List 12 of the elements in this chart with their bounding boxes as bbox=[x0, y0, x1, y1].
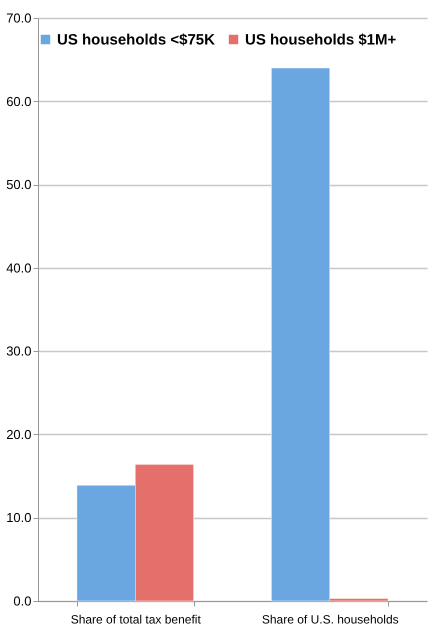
y-tick-label: 0.0 bbox=[13, 594, 32, 608]
y-tick-label: 60.0 bbox=[6, 94, 32, 109]
y-tick-label: 10.0 bbox=[6, 510, 32, 526]
y-tick-label: 50.0 bbox=[6, 177, 32, 192]
y-tick-label: 70.0 bbox=[6, 10, 32, 26]
y-tick-label: 20.0 bbox=[6, 426, 32, 442]
y-tick-label: 30.0 bbox=[6, 344, 32, 359]
x-tick-label: Share of U.S. households bbox=[262, 612, 399, 626]
legend-label: US households $1M+ bbox=[245, 32, 397, 49]
y-tick-label: 40.0 bbox=[6, 260, 32, 276]
x-tick-label: Share of total tax benefit bbox=[70, 612, 202, 626]
legend-label: US households <$75K bbox=[57, 32, 216, 49]
